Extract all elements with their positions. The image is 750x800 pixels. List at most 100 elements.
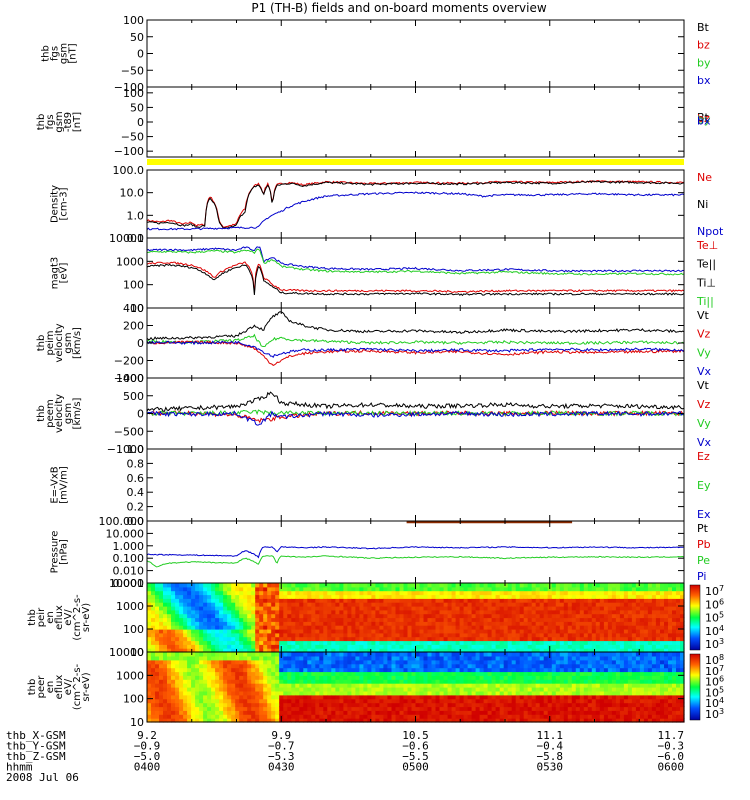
spectrogram-cell [479,594,485,599]
spectrogram-cell [655,629,661,634]
spectrogram-cell [571,702,577,708]
spectrogram-cell [672,590,677,596]
spectrogram-cell [167,613,172,619]
spectrogram-cell [475,648,481,653]
spectrogram-cell [467,648,473,653]
spectrogram-cell [267,632,272,638]
spectrogram-cell [423,718,429,723]
spectrogram-cell [447,617,453,622]
spectrogram-cell [676,648,681,653]
spectrogram-cell [175,590,180,596]
spectrogram-cell [543,621,549,626]
spectrogram-cell [287,690,292,696]
spectrogram-cell [235,687,240,692]
spectrogram-cell [391,629,397,634]
spectrogram-cell [367,609,372,615]
spectrogram-cell [303,621,308,626]
spectrogram-cell [599,652,605,657]
spectrogram-cell [676,617,681,622]
spectrogram-cell [255,640,260,645]
spectrogram-cell [159,644,164,649]
spectrogram-cell [363,671,368,676]
spectrogram-cell [507,663,513,669]
spectrogram-cell [331,629,336,634]
spectrogram-cell [319,606,324,611]
spectrogram-cell [483,683,489,688]
spectrogram-cell [291,671,296,676]
spectrogram-cell [263,687,268,692]
spectrogram-cell [463,679,469,684]
spectrogram-cell [475,683,481,688]
spectrogram-cell [411,590,417,596]
spectrogram-cell [283,683,288,688]
spectrogram-cell [639,648,645,653]
spectrogram-cell [287,606,292,611]
spectrogram-cell [491,687,497,692]
spectrogram-cell [351,687,356,692]
spectrogram-cell [467,640,473,645]
spectrogram-cell [339,629,344,634]
spectrogram-cell [639,594,645,599]
spectrogram-cell [423,606,429,611]
spectrogram-cell [175,683,180,688]
spectrogram-cell [443,694,449,700]
spectrogram-cell [631,598,637,603]
spectrogram-cell [251,594,256,599]
spectrogram-cell [603,636,609,642]
spectrogram-cell [347,629,352,634]
spectrogram-cell [291,648,296,653]
spectrogram-cell [339,659,344,665]
spectrogram-cell [239,609,244,615]
spectrogram-cell [451,598,457,603]
spectrogram-cell [479,613,485,619]
spectrogram-cell [175,613,180,619]
spectrogram-cell [619,590,625,596]
spectrogram-cell [535,648,541,653]
spectrogram-cell [467,644,473,649]
spectrogram-cell [647,609,653,615]
spectrogram-cell [619,583,625,588]
spectrogram-cell [503,718,509,723]
spectrogram-cell [643,590,649,596]
series-Pe [146,555,685,568]
spectrogram-cell [515,617,521,622]
spectrogram-cell [235,663,240,669]
spectrogram-cell [471,613,477,619]
spectrogram-cell [311,690,316,696]
spectrogram-cell [387,594,392,599]
spectrogram-cell [275,602,280,607]
spectrogram-cell [263,598,268,603]
spectrogram-cell [435,613,441,619]
spectrogram-cell [223,675,228,680]
spectrogram-cell [495,671,501,676]
spectrogram-cell [335,671,340,676]
spectrogram-cell [291,606,296,611]
spectrogram-cell [475,617,481,622]
spectrogram-cell [483,655,489,661]
spectrogram-cell [275,655,280,661]
spectrogram-cell [355,602,360,607]
spectrogram-cell [531,613,537,619]
spectrogram-cell [383,621,388,626]
spectrogram-cell [215,602,220,607]
spectrogram-cell [543,671,549,676]
spectrogram-cell [451,621,457,626]
spectrogram-cell [247,675,252,680]
spectrogram-cell [527,655,533,661]
spectrogram-cell [499,652,505,657]
spectrogram-cell [227,636,232,642]
spectrogram-cell [319,583,324,588]
spectrogram-cell [283,702,288,708]
spectrogram-cell [315,598,320,603]
spectrogram-cell [159,679,164,684]
spectrogram-cell [399,617,405,622]
spectrogram-cell [539,714,545,719]
spectrogram-cell [615,710,621,715]
spectrogram-cell [651,609,657,615]
spectrogram-cell [431,606,437,611]
spectrogram-cell [471,606,477,611]
spectrogram-cell [335,625,340,630]
spectrogram-cell [347,714,352,719]
spectrogram-cell [539,706,545,711]
spectrogram-cell [235,659,240,665]
